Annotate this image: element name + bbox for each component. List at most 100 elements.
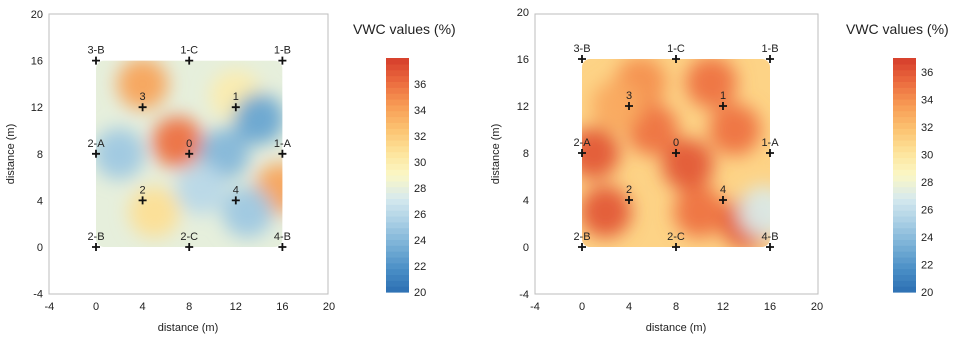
colorbar-band <box>386 58 409 65</box>
colorbar-band <box>893 116 916 123</box>
colorbar-tick-label: 22 <box>921 259 933 271</box>
y-tick-label: 20 <box>31 9 43 21</box>
sample-point-label: 2-B <box>573 231 590 243</box>
colorbar-band <box>893 151 916 159</box>
colorbar-band <box>386 186 409 194</box>
plus-marker-icon <box>92 149 100 158</box>
heatmap-hotspot <box>738 185 770 238</box>
colorbar-band <box>386 280 409 287</box>
colorbar-band <box>893 98 916 106</box>
colorbar-band <box>893 157 916 164</box>
y-tick-label: 12 <box>517 101 529 113</box>
colorbar-band <box>893 81 916 88</box>
sample-point: 1-B <box>274 45 291 65</box>
sample-point: 1 <box>719 90 727 110</box>
x-tick-label: 12 <box>230 301 242 313</box>
sample-point: 4 <box>231 184 240 205</box>
colorbar-band <box>893 198 916 205</box>
plus-marker-icon <box>185 56 194 65</box>
colorbar-band <box>386 75 409 82</box>
plus-marker-icon <box>92 243 100 251</box>
colorbar-title: VWC values (%) <box>846 21 949 37</box>
colorbar-band <box>893 75 916 82</box>
sample-point: 3-B <box>573 43 591 63</box>
sample-point-label: 2 <box>140 184 146 196</box>
sample-point-label: 3-B <box>573 43 590 55</box>
sample-point-label: 2-C <box>180 231 198 243</box>
colorbar-tick-label: 20 <box>414 287 426 299</box>
colorbar-band <box>893 87 916 94</box>
chart-panel-right: -4 0 4 8 12 16 20 -4 0 4 8 12 16 20 3-B 1-C 1-B 3 1 2-A 0 1-… <box>490 7 949 334</box>
y-axis-label: distance (m) <box>5 124 17 185</box>
plus-marker-icon <box>278 149 287 158</box>
colorbar-band <box>386 98 409 106</box>
x-tick-label: 16 <box>764 301 776 313</box>
colorbar-band <box>386 110 409 118</box>
x-tick-label: 0 <box>579 301 585 313</box>
sample-point-label: 1 <box>720 90 726 102</box>
sample-point-label: 4-B <box>274 231 291 243</box>
colorbar-band <box>893 145 916 153</box>
sample-point: 4-B <box>761 231 779 251</box>
plus-marker-icon <box>766 55 774 63</box>
sample-point: 2 <box>625 184 633 204</box>
y-tick-label: 20 <box>517 7 529 19</box>
colorbar-band <box>893 110 916 118</box>
colorbar-band <box>893 175 916 182</box>
colorbar-band <box>386 169 409 176</box>
y-tick-label: 16 <box>517 54 529 66</box>
colorbar-band <box>386 204 409 211</box>
colorbar-band <box>893 186 916 194</box>
heatmap-hotspot <box>673 185 726 238</box>
colorbar-tick-label: 26 <box>921 204 933 216</box>
colorbar-band <box>386 180 409 188</box>
colorbar-band <box>893 227 916 235</box>
plus-marker-icon <box>719 196 727 204</box>
colorbar-band <box>893 58 916 65</box>
heatmap-hotspot <box>151 116 204 168</box>
colorbar-band <box>386 175 409 182</box>
plus-marker-icon <box>625 102 633 110</box>
sample-point: 2-A <box>573 137 591 157</box>
colorbar-tick-label: 28 <box>921 177 933 189</box>
plus-marker-icon <box>578 55 586 63</box>
colorbar-band <box>893 262 916 270</box>
plus-marker-icon <box>719 102 727 110</box>
colorbar-band <box>386 262 409 270</box>
sample-point: 1-C <box>667 43 685 63</box>
colorbar-band <box>893 69 916 77</box>
colorbar-band <box>893 286 916 293</box>
sample-point: 1-A <box>761 137 779 157</box>
heatmap-hotspot <box>116 60 169 110</box>
colorbar-tick-label: 36 <box>921 67 933 79</box>
colorbar-band <box>893 215 916 223</box>
plus-marker-icon <box>578 243 586 251</box>
colorbar-tick-label: 22 <box>414 261 426 273</box>
plus-marker-icon <box>766 243 774 251</box>
plus-marker-icon <box>185 243 194 251</box>
x-tick-label: 12 <box>717 301 729 313</box>
plus-marker-icon <box>672 149 680 157</box>
colorbar-band <box>386 245 409 252</box>
colorbar-band <box>386 104 409 112</box>
sample-point-label: 0 <box>673 137 679 149</box>
x-tick-label: 16 <box>276 301 288 313</box>
sample-point: 1-B <box>761 43 779 63</box>
sample-point-label: 1-B <box>274 45 291 57</box>
colorbar-band <box>386 268 409 276</box>
y-tick-label: 4 <box>523 195 529 207</box>
colorbar-band <box>893 134 916 141</box>
colorbar-band <box>893 233 916 240</box>
colorbar-band <box>893 268 916 276</box>
heatmap-hotspot <box>591 80 644 132</box>
sample-point: 1 <box>231 91 240 112</box>
colorbar-band <box>893 139 916 147</box>
colorbar-band <box>386 81 409 88</box>
colorbar-band <box>893 210 916 217</box>
colorbar-band <box>893 274 916 281</box>
sample-point-label: 2-A <box>573 137 591 149</box>
y-tick-label: 0 <box>523 242 529 254</box>
x-tick-label: 4 <box>626 301 632 313</box>
colorbar-tick-label: 28 <box>414 183 426 195</box>
heatmap-hotspot <box>96 128 145 180</box>
